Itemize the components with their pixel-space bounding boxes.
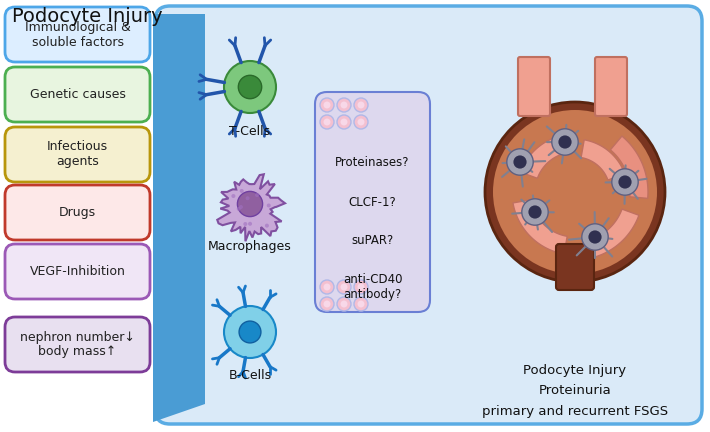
Circle shape	[240, 189, 244, 193]
Circle shape	[552, 129, 578, 155]
FancyBboxPatch shape	[5, 244, 150, 299]
Circle shape	[320, 98, 334, 112]
Circle shape	[244, 222, 247, 226]
Circle shape	[239, 205, 243, 209]
Text: nephron number↓
body mass↑: nephron number↓ body mass↑	[20, 330, 135, 359]
FancyBboxPatch shape	[5, 185, 150, 240]
Text: Podocyte Injury: Podocyte Injury	[12, 7, 163, 26]
FancyBboxPatch shape	[595, 57, 627, 116]
Polygon shape	[513, 200, 567, 254]
Polygon shape	[520, 135, 568, 178]
Circle shape	[507, 149, 533, 175]
Circle shape	[354, 280, 368, 294]
Text: T-Cells: T-Cells	[229, 125, 271, 138]
Circle shape	[341, 102, 347, 108]
Text: Immunological &
soluble factors: Immunological & soluble factors	[25, 20, 131, 48]
Text: CLCF-1?: CLCF-1?	[349, 196, 396, 209]
Circle shape	[239, 75, 262, 98]
Text: Infectious
agents: Infectious agents	[47, 140, 108, 168]
Circle shape	[239, 321, 261, 343]
Circle shape	[358, 283, 364, 290]
Circle shape	[589, 230, 601, 244]
Text: Podocyte Injury: Podocyte Injury	[523, 364, 626, 377]
Circle shape	[231, 194, 236, 198]
Circle shape	[224, 61, 276, 113]
Circle shape	[237, 191, 263, 216]
Circle shape	[341, 301, 347, 308]
Circle shape	[354, 98, 368, 112]
Polygon shape	[584, 209, 639, 259]
FancyBboxPatch shape	[5, 67, 150, 122]
FancyBboxPatch shape	[5, 127, 150, 182]
Text: Genetic causes: Genetic causes	[30, 88, 126, 101]
FancyBboxPatch shape	[556, 244, 594, 290]
Circle shape	[324, 301, 330, 308]
Text: primary and recurrent FSGS: primary and recurrent FSGS	[482, 405, 668, 418]
Circle shape	[485, 102, 665, 282]
Circle shape	[320, 115, 334, 129]
FancyBboxPatch shape	[518, 57, 550, 116]
Circle shape	[248, 222, 252, 226]
Text: Macrophages: Macrophages	[208, 240, 292, 253]
Polygon shape	[153, 14, 205, 422]
Circle shape	[522, 199, 548, 225]
Circle shape	[236, 207, 241, 211]
Circle shape	[337, 98, 351, 112]
Text: B-Cells: B-Cells	[229, 369, 271, 382]
Circle shape	[341, 283, 347, 290]
Circle shape	[558, 135, 572, 149]
Text: suPAR?: suPAR?	[351, 234, 393, 247]
Circle shape	[324, 283, 330, 290]
Circle shape	[337, 297, 351, 311]
Circle shape	[354, 115, 368, 129]
Circle shape	[320, 280, 334, 294]
Circle shape	[255, 193, 259, 197]
Circle shape	[358, 118, 364, 126]
Circle shape	[337, 280, 351, 294]
Circle shape	[618, 175, 632, 189]
Circle shape	[341, 118, 347, 126]
FancyBboxPatch shape	[315, 92, 430, 312]
Circle shape	[224, 306, 276, 358]
Circle shape	[320, 297, 334, 311]
Circle shape	[612, 169, 638, 195]
Circle shape	[358, 301, 364, 308]
Text: VEGF-Inhibition: VEGF-Inhibition	[30, 265, 126, 278]
Circle shape	[324, 118, 330, 126]
FancyBboxPatch shape	[155, 6, 702, 424]
Text: Drugs: Drugs	[59, 206, 96, 219]
Circle shape	[581, 224, 608, 250]
Circle shape	[267, 203, 271, 207]
Circle shape	[337, 115, 351, 129]
Polygon shape	[581, 140, 625, 180]
Text: Proteinuria: Proteinuria	[539, 384, 611, 397]
Text: anti-CD40
antibody?: anti-CD40 antibody?	[343, 273, 403, 301]
FancyBboxPatch shape	[5, 317, 150, 372]
Polygon shape	[217, 174, 285, 241]
Text: Proteinases?: Proteinases?	[335, 156, 410, 168]
Circle shape	[324, 102, 330, 108]
Circle shape	[513, 156, 527, 168]
Circle shape	[493, 110, 657, 274]
Circle shape	[528, 205, 542, 219]
Circle shape	[354, 297, 368, 311]
FancyBboxPatch shape	[5, 7, 150, 62]
Circle shape	[246, 196, 250, 200]
Polygon shape	[611, 136, 648, 198]
Circle shape	[265, 224, 269, 228]
Circle shape	[358, 102, 364, 108]
